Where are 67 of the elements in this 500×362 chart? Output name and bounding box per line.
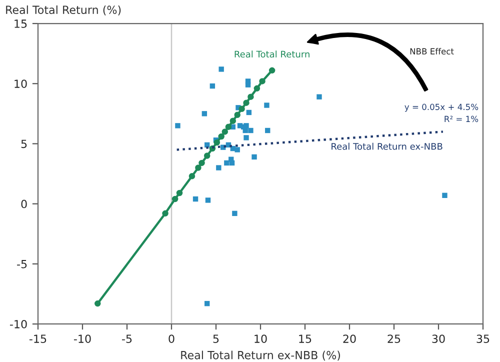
point: [225, 124, 232, 130]
point: [243, 100, 250, 106]
point: [268, 67, 276, 74]
point: [232, 210, 238, 216]
point: [210, 83, 216, 89]
point: [216, 165, 222, 170]
x-tick-label: 25: [388, 334, 400, 344]
point: [224, 160, 230, 166]
point: [175, 123, 180, 128]
x-tick-label: 15: [299, 334, 312, 344]
y-tick-label: 15: [14, 20, 27, 28]
point: [248, 128, 254, 134]
x-tick-label: 35: [476, 334, 490, 344]
point: [222, 128, 228, 135]
x-tick-label: -10: [74, 334, 91, 344]
point: [202, 111, 208, 116]
x-tick-label: 10: [254, 334, 267, 344]
x-tick-label: 0: [168, 334, 174, 344]
y-tick-label: -10: [10, 320, 27, 328]
point: [244, 135, 249, 140]
x-tick-label: 5: [213, 334, 219, 344]
point: [316, 94, 322, 100]
point: [214, 139, 220, 146]
point: [265, 128, 270, 134]
point: [442, 192, 448, 198]
annotation: R² = 1%: [444, 116, 478, 122]
point: [264, 102, 270, 108]
point: [162, 210, 168, 217]
point: [218, 66, 224, 72]
point: [205, 198, 211, 203]
point: [204, 152, 210, 159]
y-tick-label: 5: [21, 140, 27, 148]
point: [94, 300, 101, 307]
point: [234, 112, 240, 118]
point: [245, 82, 251, 88]
y-axis-title: Real Total Return (%): [6, 5, 121, 16]
point: [234, 147, 240, 152]
y-tick-label: 0: [21, 200, 27, 208]
x-tick-label: -15: [29, 334, 46, 344]
point: [252, 154, 257, 160]
point: [242, 128, 248, 134]
point: [244, 123, 249, 128]
point: [248, 94, 254, 100]
point: [218, 133, 224, 140]
point: [259, 78, 266, 84]
point: [254, 85, 260, 92]
point: [192, 196, 198, 202]
y-tick-label: 10: [14, 80, 27, 88]
x-tick-label: 20: [343, 334, 356, 344]
series-label: Real Total Return: [234, 50, 310, 58]
series-label: Real Total Return ex-NBB: [332, 142, 442, 150]
point: [246, 110, 252, 116]
point: [238, 106, 245, 112]
point: [188, 173, 196, 180]
point: [204, 300, 210, 306]
annotation: NBB Effect: [410, 48, 454, 54]
point: [176, 190, 183, 196]
annotation: y = 0.05x + 4.5%: [404, 104, 478, 112]
point: [198, 160, 205, 166]
point: [229, 160, 235, 166]
x-axis-title: Real Total Return ex-NBB (%): [181, 350, 340, 361]
x-tick-label: 30: [432, 334, 445, 344]
point: [230, 118, 236, 124]
point: [195, 164, 202, 171]
point: [172, 196, 178, 202]
y-tick-label: -5: [17, 260, 27, 268]
x-tick-label: -5: [122, 334, 132, 344]
